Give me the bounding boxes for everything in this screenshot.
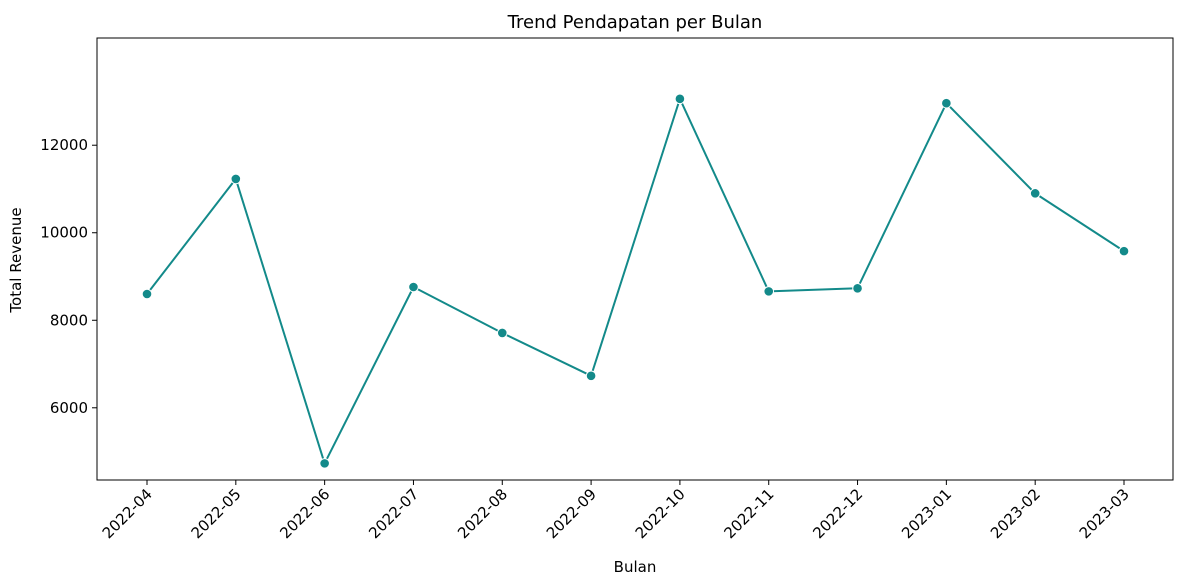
y-tick-label: 6000: [50, 399, 88, 417]
x-tick-label: 2023-01: [898, 485, 955, 542]
y-axis-label: Total Revenue: [7, 207, 25, 313]
plot-area: 6000 8000 10000 12000 2022-04 2022-05 2022-06 2…: [40, 37, 1174, 542]
x-tick-label: 2022-08: [454, 485, 511, 542]
data-point: [141, 288, 153, 300]
chart-title: Trend Pendapatan per Bulan: [507, 12, 763, 33]
x-tick-label: 2022-07: [365, 485, 422, 542]
x-tick-label: 2022-05: [188, 485, 245, 542]
data-point: [496, 327, 508, 339]
x-tick-label: 2022-06: [276, 485, 333, 542]
data-point: [319, 458, 330, 469]
series-line: [146, 97, 1125, 465]
y-tick-label: 12000: [40, 136, 88, 154]
x-tick-label: 2022-10: [632, 485, 689, 542]
x-tick-label: 2022-09: [543, 485, 600, 542]
x-tick-label: 2022-04: [99, 485, 156, 542]
data-point: [763, 286, 775, 297]
y-tick-label: 10000: [40, 224, 88, 242]
x-tick-label: 2023-03: [1076, 485, 1133, 542]
x-tick-label: 2022-12: [809, 485, 866, 542]
x-tick-label: 2023-02: [987, 485, 1044, 542]
data-point: [1118, 245, 1130, 257]
x-axis-label: Bulan: [614, 558, 657, 576]
y-tick-label: 8000: [50, 311, 88, 329]
plot-frame: [96, 37, 1174, 481]
data-point: [408, 281, 419, 293]
data-point: [585, 370, 597, 382]
data-point: [852, 283, 863, 294]
x-tick-label: 2022-11: [721, 485, 778, 542]
data-point: [674, 93, 686, 105]
data-point: [941, 97, 952, 109]
data-point: [1029, 188, 1041, 199]
data-point: [230, 173, 242, 185]
